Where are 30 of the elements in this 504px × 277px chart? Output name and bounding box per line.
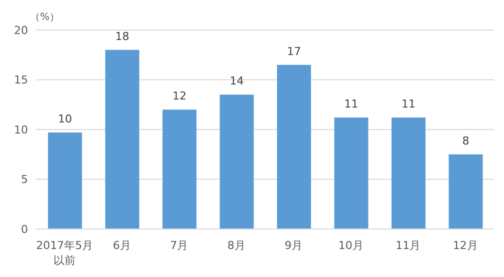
- y-tick-label: 0: [21, 222, 28, 236]
- bar: [105, 50, 140, 229]
- bar: [162, 110, 196, 229]
- x-tick-label: 12月: [452, 239, 478, 252]
- x-tick-label: 9月: [284, 239, 303, 252]
- data-label: 14: [230, 74, 244, 88]
- y-tick-label: 15: [14, 74, 28, 87]
- y-tick-label: 10: [14, 123, 28, 136]
- y-axis-title: （%）: [30, 11, 60, 24]
- x-tick-label: 8月: [227, 239, 246, 252]
- data-label: 10: [58, 112, 72, 126]
- data-label: 17: [287, 44, 301, 58]
- y-tick-label: 5: [21, 173, 28, 186]
- bar: [392, 118, 426, 229]
- bar: [448, 154, 483, 229]
- data-label: 8: [462, 134, 470, 148]
- data-label: 18: [115, 30, 130, 43]
- x-tick-label: 2017年5月以前: [36, 239, 94, 267]
- x-tick-label: 7月: [170, 239, 188, 252]
- x-tick-label: 11月: [396, 239, 421, 252]
- bar: [220, 94, 254, 229]
- y-tick-label: 20: [14, 24, 28, 37]
- bar: [48, 132, 82, 229]
- data-label: 11: [344, 98, 358, 111]
- bar: [277, 64, 311, 229]
- data-label: 12: [172, 90, 186, 103]
- x-tick-label: 6月: [112, 239, 131, 252]
- x-tick-label: 10月: [338, 239, 364, 252]
- bar: [334, 118, 368, 229]
- data-label: 11: [402, 98, 416, 111]
